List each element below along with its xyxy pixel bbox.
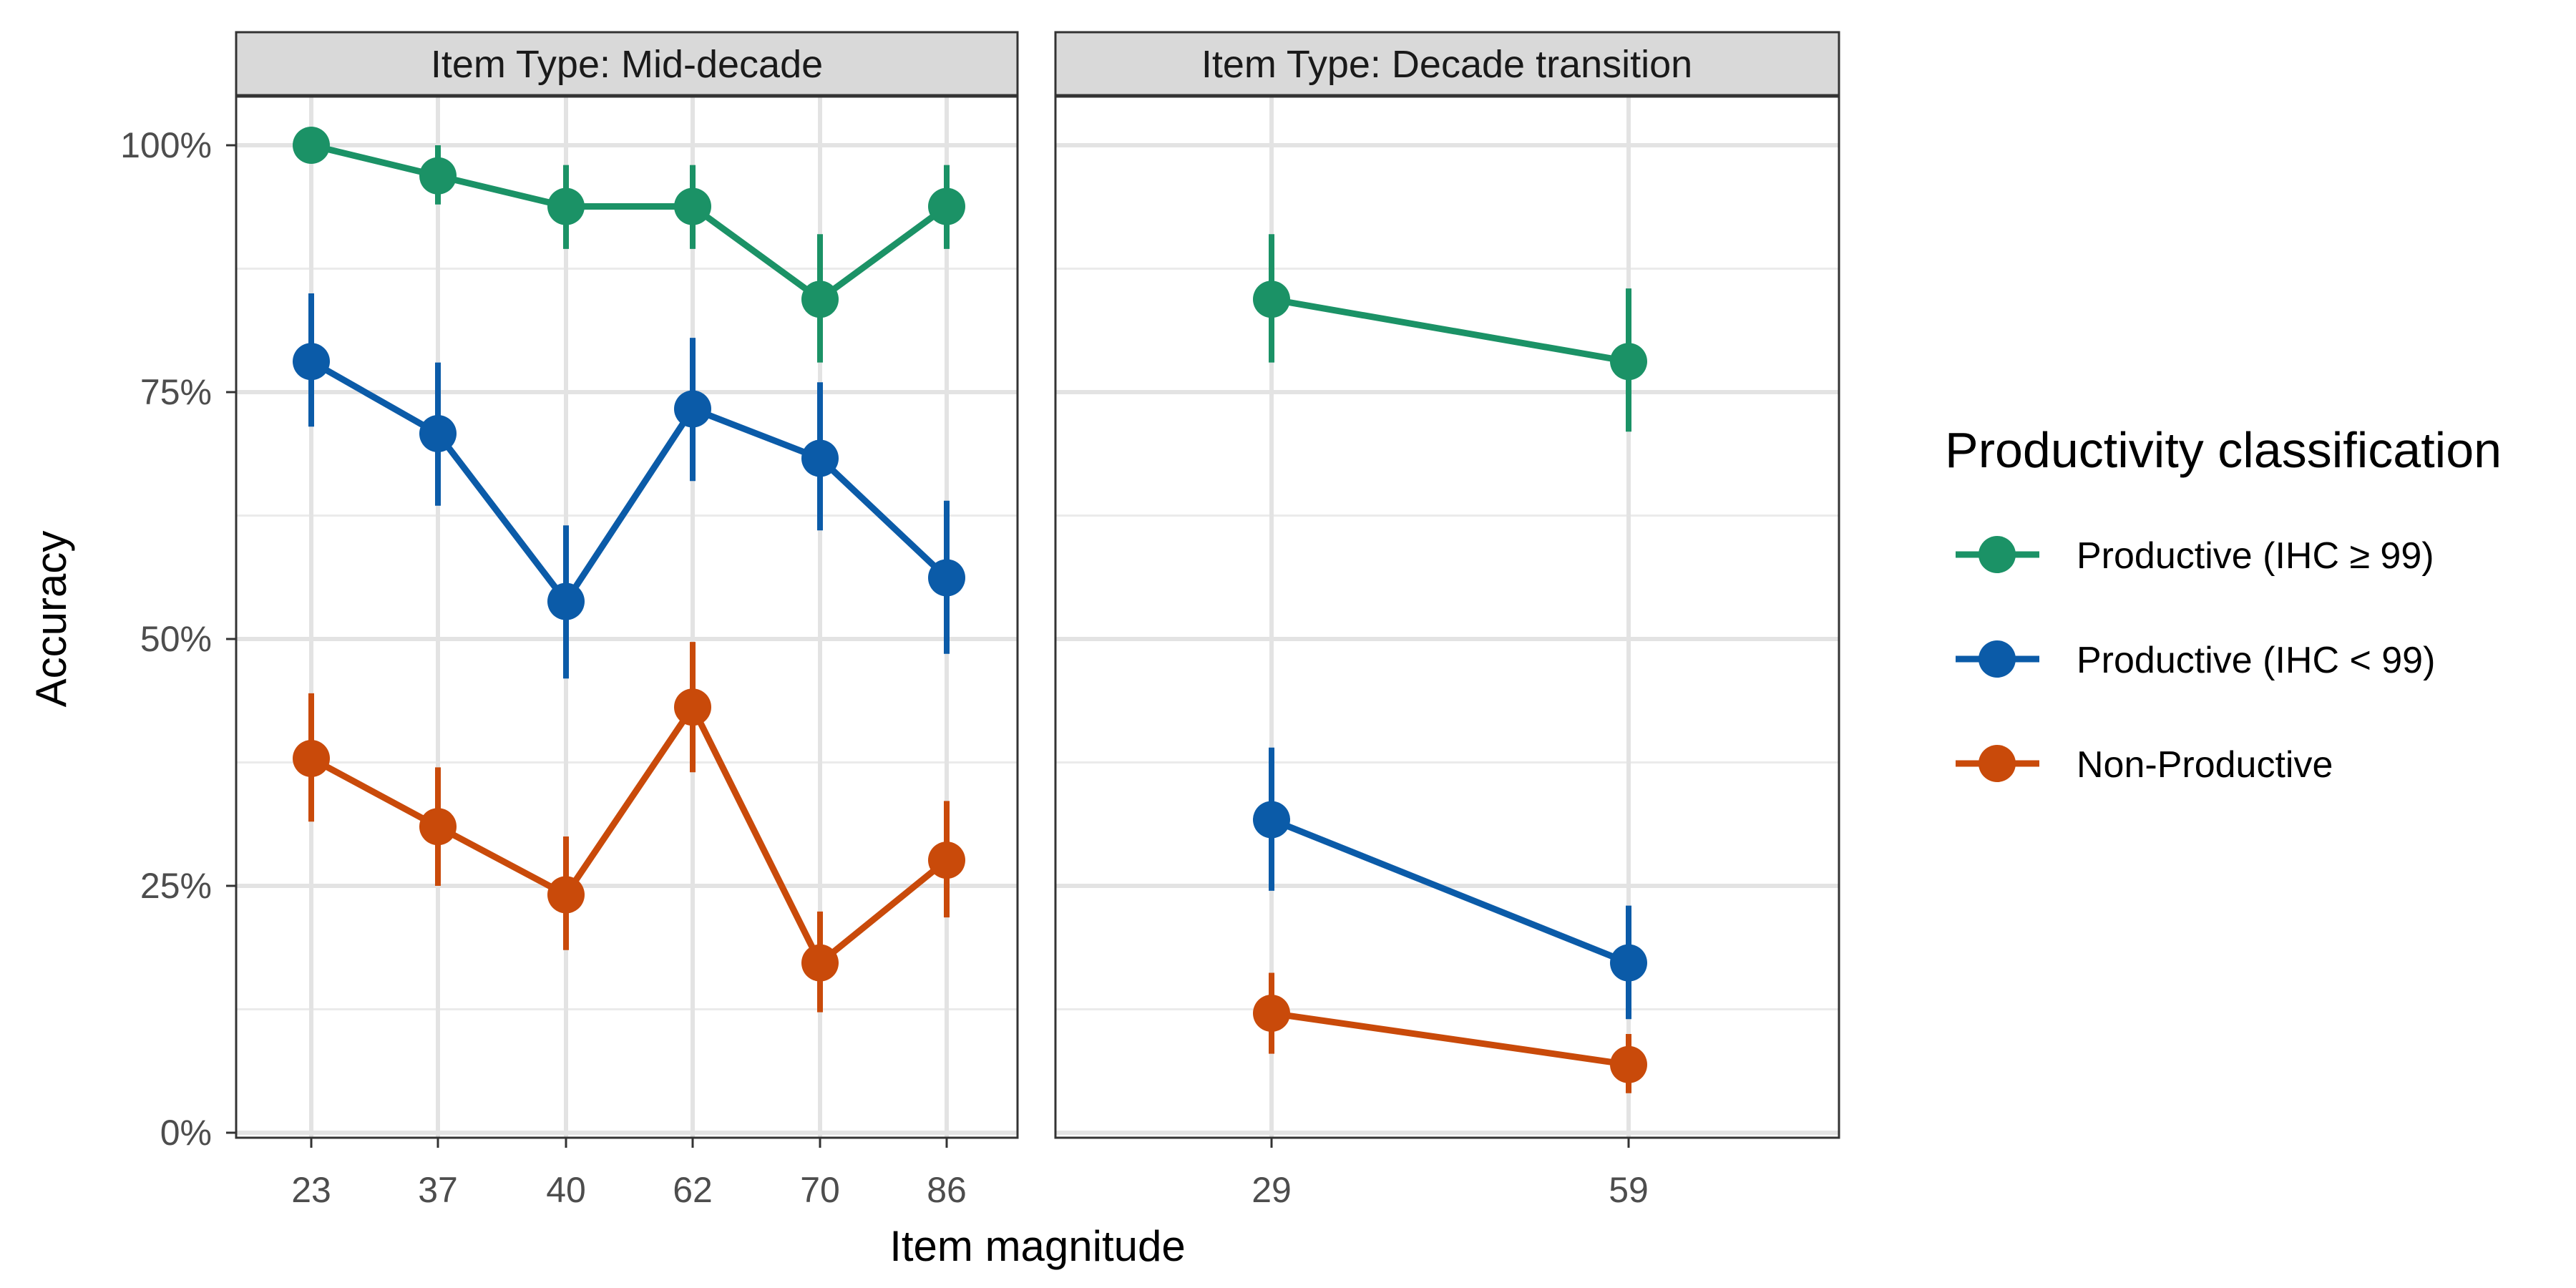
legend: Productivity classification Productive (… xyxy=(1945,422,2502,786)
y-tick-label: 75% xyxy=(140,372,212,412)
panel-marks-decade-transition xyxy=(1253,234,1647,1093)
data-point xyxy=(419,808,457,846)
y-axis: 0% 25% 50% 75% 100% xyxy=(120,125,236,1153)
data-point xyxy=(801,280,839,318)
facet-decade-transition: Item Type: Decade transition xyxy=(1054,31,1840,1139)
data-point xyxy=(928,841,965,879)
data-point xyxy=(1253,801,1290,839)
facet-strip-decade-transition xyxy=(1054,31,1840,97)
data-point xyxy=(674,390,711,428)
data-point xyxy=(801,439,839,477)
panel-border-mid-decade xyxy=(235,95,1019,1139)
legend-title: Productivity classification xyxy=(1945,422,2502,478)
legend-key-point xyxy=(1979,745,2016,782)
panel-grid-decade-transition xyxy=(1055,97,1839,1138)
series-line xyxy=(310,142,949,303)
y-tick-label: 50% xyxy=(140,619,212,659)
data-point xyxy=(1253,995,1290,1033)
facet-mid-decade: Item Type: Mid-decade xyxy=(235,31,1019,1139)
data-point xyxy=(674,688,711,726)
data-point xyxy=(928,187,965,225)
y-axis-title: Accuracy xyxy=(27,531,75,708)
panel-marks-mid-decade xyxy=(293,127,965,1013)
data-point xyxy=(419,414,457,452)
data-point xyxy=(1610,343,1647,381)
x-tick-label: 70 xyxy=(800,1170,840,1210)
x-tick-label: 62 xyxy=(673,1170,713,1210)
x-axis: 23 37 40 62 70 86 29 59 xyxy=(291,1138,1649,1210)
series-line xyxy=(1271,1010,1629,1068)
data-point xyxy=(801,944,839,982)
data-point xyxy=(419,157,457,195)
x-tick-label: 86 xyxy=(927,1170,967,1210)
data-point xyxy=(293,127,330,164)
x-tick-label: 59 xyxy=(1609,1170,1649,1210)
x-tick-label: 40 xyxy=(546,1170,586,1210)
data-point xyxy=(1610,944,1647,982)
legend-entry-label: Productive (IHC ≥ 99) xyxy=(2077,535,2434,577)
x-tick-label: 23 xyxy=(291,1170,331,1210)
data-point xyxy=(674,187,711,225)
facet-strip-mid-decade xyxy=(235,31,1019,97)
panel-grid-mid-decade xyxy=(236,97,1018,1138)
series-line xyxy=(309,703,949,967)
y-tick-label: 100% xyxy=(120,125,212,165)
legend-key-point xyxy=(1979,536,2016,573)
data-point xyxy=(1253,280,1290,318)
y-tick-label: 0% xyxy=(160,1113,212,1153)
series-line xyxy=(1271,296,1629,365)
data-point xyxy=(547,187,585,225)
panel-border-decade-transition xyxy=(1054,95,1840,1139)
legend-entry-label: Non-Productive xyxy=(2077,744,2333,786)
facet-strip-label: Item Type: Decade transition xyxy=(1201,43,1692,86)
y-tick-label: 25% xyxy=(140,866,212,906)
data-point xyxy=(928,559,965,597)
data-point xyxy=(1610,1045,1647,1083)
facet-strip-label: Item Type: Mid-decade xyxy=(431,43,823,86)
series-line xyxy=(309,358,950,605)
legend-key-point xyxy=(1979,640,2016,678)
data-point xyxy=(547,876,585,914)
data-point xyxy=(293,739,330,777)
x-tick-label: 37 xyxy=(418,1170,458,1210)
data-point xyxy=(293,343,330,381)
series-line xyxy=(1270,816,1630,966)
x-axis-title: Item magnitude xyxy=(889,1222,1186,1270)
legend-entry-label: Productive (IHC < 99) xyxy=(2077,640,2435,681)
data-point xyxy=(547,582,585,620)
x-tick-label: 29 xyxy=(1252,1170,1292,1210)
